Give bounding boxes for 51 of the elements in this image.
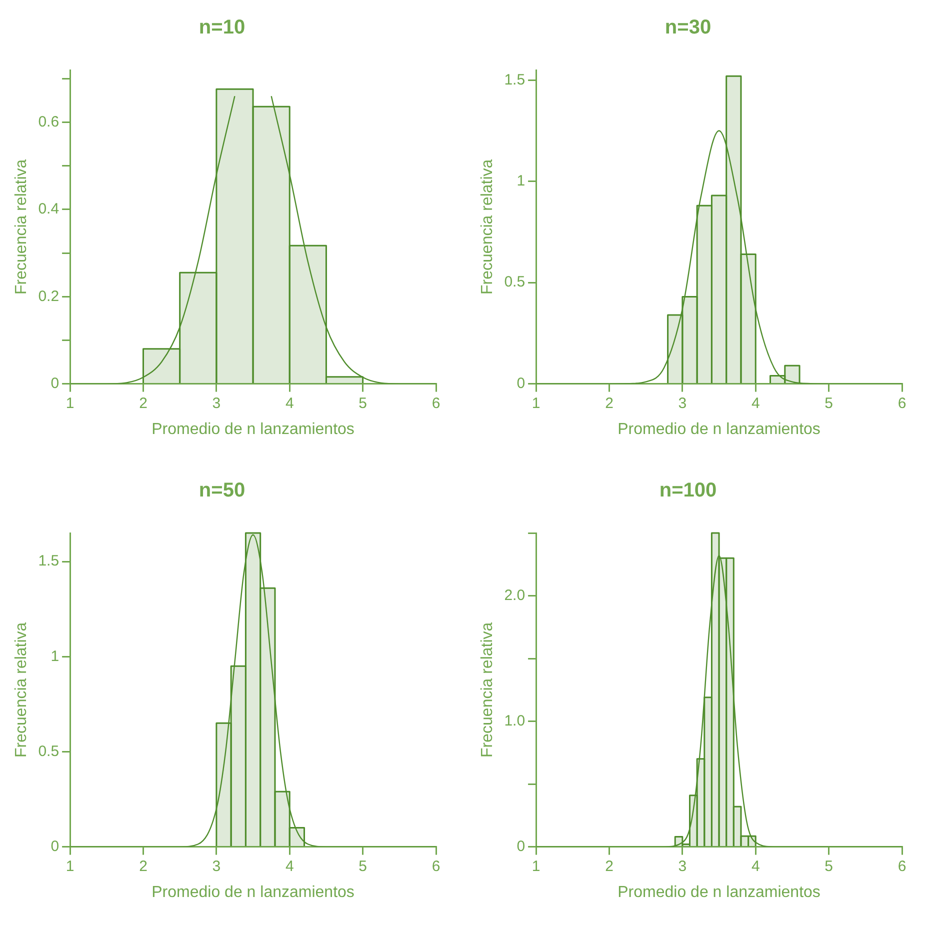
chart-title: n=50 xyxy=(198,480,246,502)
chart-title: n=100 xyxy=(659,480,717,502)
x-tick-label: 6 xyxy=(432,394,440,412)
y-tick-label: 1.0 xyxy=(504,712,526,730)
x-tick-label: 1 xyxy=(66,858,74,875)
x-tick-label: 2 xyxy=(605,394,614,412)
x-tick-label: 3 xyxy=(678,858,687,875)
x-tick-label: 4 xyxy=(285,394,294,412)
x-tick-label: 4 xyxy=(751,394,760,412)
x-tick-label: 6 xyxy=(898,858,906,875)
x-axis-title: Promedio de n lanzamientos xyxy=(152,420,354,438)
x-tick-label: 1 xyxy=(66,394,74,412)
y-tick-label: 1 xyxy=(516,172,526,190)
y-tick-label: 0.5 xyxy=(38,742,60,760)
chart-title: n=30 xyxy=(664,16,712,39)
x-tick-label: 2 xyxy=(139,858,148,875)
x-tick-label: 4 xyxy=(285,858,294,875)
x-tick-label: 6 xyxy=(432,858,440,875)
x-tick-label: 6 xyxy=(898,394,906,412)
x-tick-label: 5 xyxy=(824,858,833,875)
x-tick-label: 3 xyxy=(678,394,687,412)
y-tick-label: 0 xyxy=(50,374,60,392)
x-axis-title: Promedio de n lanzamientos xyxy=(152,884,354,901)
x-tick-label: 5 xyxy=(358,858,367,875)
y-tick-label: 2.0 xyxy=(504,586,526,604)
y-tick-label: 1.5 xyxy=(504,71,526,88)
y-tick-label: 1.5 xyxy=(38,552,60,570)
x-axis-title: Promedio de n lanzamientos xyxy=(618,884,820,901)
y-axis-title: Frecuencia relativa xyxy=(13,622,30,758)
x-tick-label: 3 xyxy=(212,394,221,412)
x-tick-label: 5 xyxy=(358,394,367,412)
x-tick-label: 1 xyxy=(532,858,540,875)
y-tick-label: 0 xyxy=(516,374,526,392)
x-axis-title: Promedio de n lanzamientos xyxy=(618,420,820,438)
y-tick-label: 0.6 xyxy=(38,113,60,130)
y-tick-label: 0.5 xyxy=(504,274,526,291)
x-tick-label: 2 xyxy=(605,858,614,875)
y-tick-label: 0 xyxy=(50,838,60,855)
y-tick-label: 0.2 xyxy=(38,288,60,305)
y-tick-label: 0.4 xyxy=(38,200,60,218)
y-tick-label: 0 xyxy=(516,838,526,855)
x-tick-label: 1 xyxy=(532,394,540,412)
x-tick-label: 5 xyxy=(824,394,833,412)
x-tick-label: 3 xyxy=(212,858,221,875)
y-axis-title: Frecuencia relativa xyxy=(479,622,496,758)
x-tick-label: 4 xyxy=(751,858,760,875)
y-tick-label: 1 xyxy=(50,648,60,665)
y-axis-title: Frecuencia relativa xyxy=(479,159,496,294)
x-tick-label: 2 xyxy=(139,394,148,412)
y-axis-title: Frecuencia relativa xyxy=(13,159,30,294)
chart-title: n=10 xyxy=(198,16,246,39)
